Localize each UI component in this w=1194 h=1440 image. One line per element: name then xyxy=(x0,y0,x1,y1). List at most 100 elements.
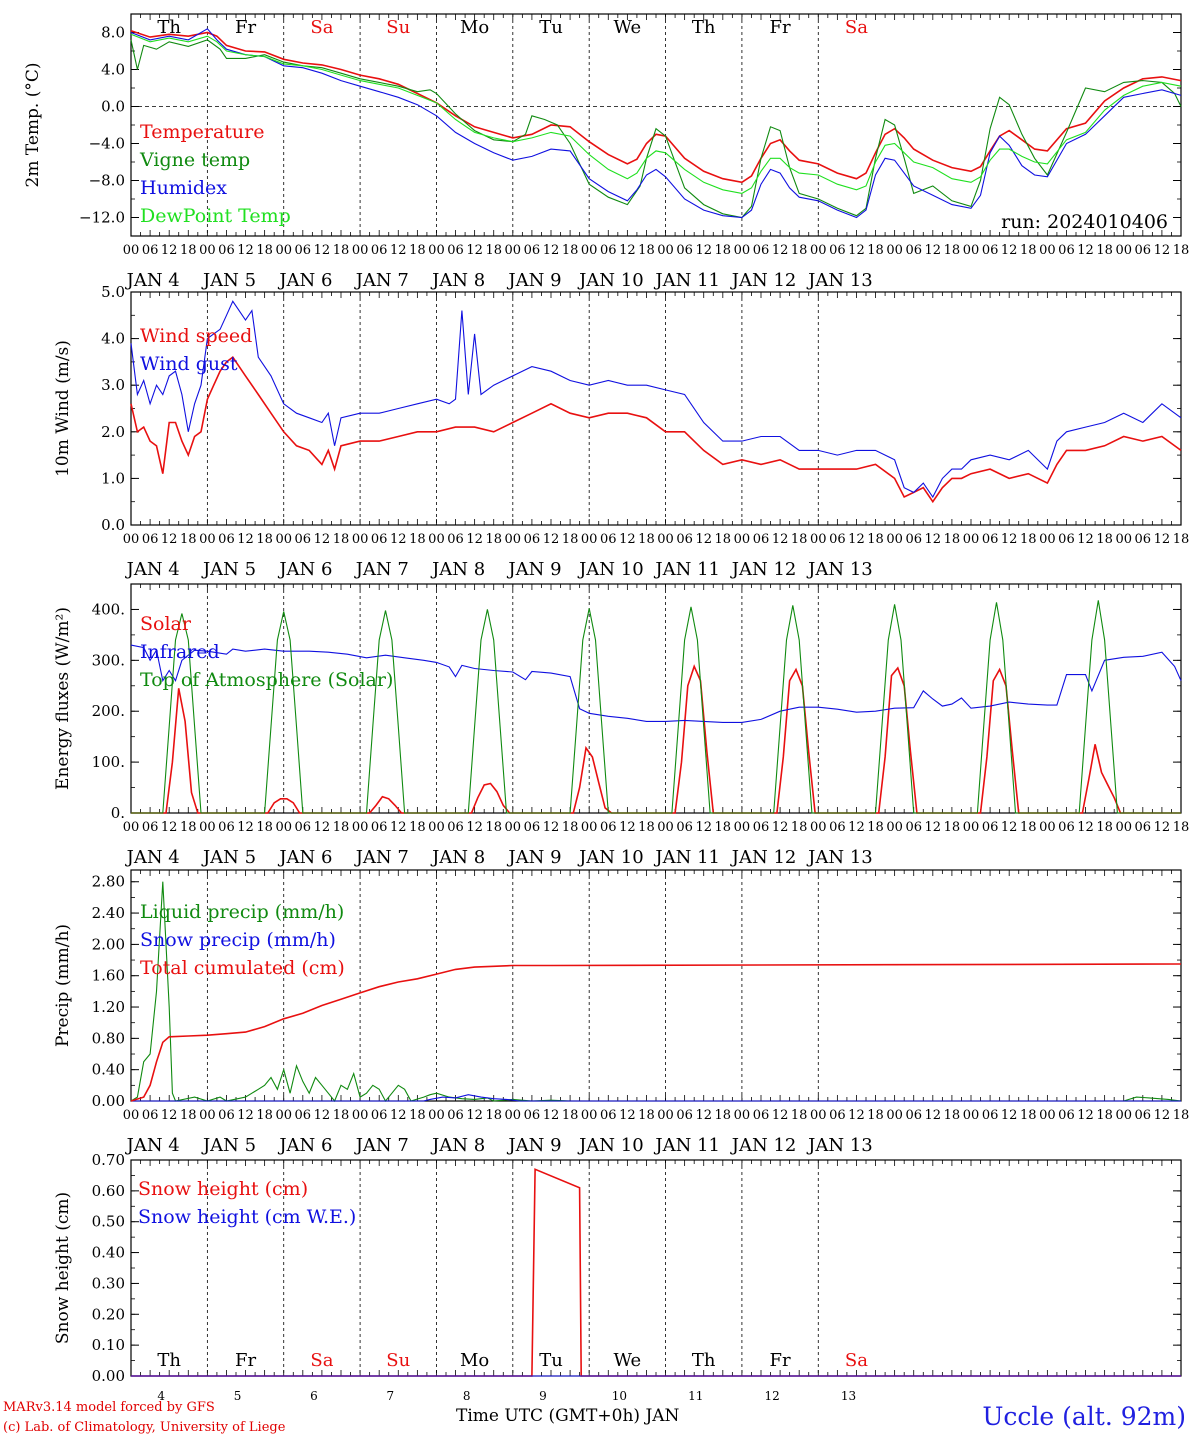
date-label: JAN 13 xyxy=(806,847,873,868)
hour-tick-label: 18 xyxy=(1173,243,1190,258)
hour-tick-label: 06 xyxy=(829,820,846,835)
date-label: JAN 9 xyxy=(506,847,561,868)
hour-tick-label: 00 xyxy=(1115,243,1132,258)
hour-tick-label: 12 xyxy=(314,820,331,835)
legend-solar: Solar xyxy=(140,613,192,635)
hour-tick-label: 12 xyxy=(772,532,789,547)
hour-tick-label: 06 xyxy=(905,243,922,258)
hour-tick-label: 12 xyxy=(237,1108,254,1123)
hour-tick-label: 18 xyxy=(715,820,732,835)
hour-tick-label: 18 xyxy=(333,820,350,835)
hour-tick-label: 18 xyxy=(1020,820,1037,835)
hour-tick-label: 06 xyxy=(524,532,541,547)
hour-tick-label: 06 xyxy=(295,1108,312,1123)
hour-tick-label: 12 xyxy=(466,243,483,258)
y-tick-label: 0.00 xyxy=(92,1367,125,1385)
date-label: JAN 7 xyxy=(354,270,409,291)
legend-snow-height-cm-: Snow height (cm) xyxy=(138,1178,308,1200)
day-of-week-label: Tu xyxy=(539,17,563,38)
hour-tick-label: 12 xyxy=(237,532,254,547)
hour-tick-label: 06 xyxy=(142,532,159,547)
y-tick-label: 0.20 xyxy=(92,1305,125,1323)
y-tick-label: −4.0 xyxy=(89,135,125,153)
hour-tick-label: 18 xyxy=(638,243,655,258)
day-of-week-label: Th xyxy=(157,1350,181,1371)
location-label: Uccle (alt. 92m) xyxy=(982,1402,1186,1431)
hour-tick-label: 18 xyxy=(409,243,426,258)
hour-tick-label: 06 xyxy=(218,1108,235,1123)
series-line-infrared xyxy=(130,644,1182,723)
day-of-week-label: Sa xyxy=(845,1350,868,1371)
hour-tick-label: 00 xyxy=(734,243,751,258)
day-number-label: 10 xyxy=(612,1389,627,1403)
y-tick-label: 2.80 xyxy=(92,873,125,891)
y-tick-label: 5.0 xyxy=(101,283,125,301)
hour-tick-label: 06 xyxy=(753,243,770,258)
hour-tick-label: 18 xyxy=(1173,820,1190,835)
hour-tick-label: 00 xyxy=(581,1108,598,1123)
hour-tick-label: 06 xyxy=(1058,1108,1075,1123)
date-label: JAN 5 xyxy=(201,847,256,868)
hour-tick-label: 06 xyxy=(829,243,846,258)
series-line-snow-precip-mm-h- xyxy=(131,1094,1181,1102)
hour-tick-label: 06 xyxy=(905,532,922,547)
hour-tick-label: 00 xyxy=(428,532,445,547)
hour-tick-label: 06 xyxy=(447,532,464,547)
hour-tick-label: 06 xyxy=(218,820,235,835)
hour-tick-label: 00 xyxy=(886,532,903,547)
hour-tick-label: 06 xyxy=(371,243,388,258)
day-of-week-label: Tu xyxy=(539,1350,563,1371)
hour-tick-label: 12 xyxy=(695,243,712,258)
date-label: JAN 6 xyxy=(277,559,332,580)
hour-tick-label: 12 xyxy=(1154,820,1171,835)
date-label: JAN 4 xyxy=(125,559,180,580)
hour-tick-label: 12 xyxy=(848,820,865,835)
y-tick-label: 1.0 xyxy=(101,469,125,487)
hour-tick-label: 18 xyxy=(944,1108,961,1123)
hour-tick-label: 18 xyxy=(409,1108,426,1123)
hour-tick-label: 06 xyxy=(753,1108,770,1123)
hour-tick-label: 06 xyxy=(142,1108,159,1123)
hour-tick-label: 12 xyxy=(1077,532,1094,547)
date-label: JAN 8 xyxy=(430,1135,485,1156)
y-tick-label: 0.00 xyxy=(92,1092,125,1110)
hour-tick-label: 00 xyxy=(428,820,445,835)
hour-tick-label: 06 xyxy=(142,820,159,835)
hour-tick-label: 12 xyxy=(1077,1108,1094,1123)
hour-tick-label: 06 xyxy=(1135,532,1152,547)
hour-tick-label: 12 xyxy=(772,1108,789,1123)
legend-dewpoint-temp: DewPoint Temp xyxy=(140,205,291,227)
day-of-week-label: We xyxy=(614,17,642,38)
series-line-wind-speed xyxy=(130,356,1182,504)
hour-tick-label: 00 xyxy=(505,820,522,835)
date-label: JAN 4 xyxy=(125,847,180,868)
y-tick-label: 8.0 xyxy=(101,24,125,42)
y-tick-label: 1.20 xyxy=(92,998,125,1016)
y-axis-label: 2m Temp. (°C) xyxy=(23,62,43,187)
hour-tick-label: 06 xyxy=(905,820,922,835)
hour-tick-label: 12 xyxy=(314,1108,331,1123)
hour-tick-label: 12 xyxy=(695,1108,712,1123)
date-label: JAN 10 xyxy=(577,270,644,291)
hour-tick-label: 12 xyxy=(695,532,712,547)
y-tick-label: 300. xyxy=(92,651,125,669)
hour-tick-label: 12 xyxy=(925,532,942,547)
lab-credit: (c) Lab. of Climatology, University of L… xyxy=(3,1420,286,1435)
hour-tick-label: 00 xyxy=(1039,1108,1056,1123)
hour-tick-label: 00 xyxy=(1115,1108,1132,1123)
hour-tick-label: 06 xyxy=(447,1108,464,1123)
hour-tick-label: 00 xyxy=(734,820,751,835)
hour-tick-label: 18 xyxy=(944,532,961,547)
series-line-total-cumulated-cm- xyxy=(130,963,1182,1102)
date-label: JAN 11 xyxy=(653,1135,720,1156)
hour-tick-label: 18 xyxy=(333,1108,350,1123)
hour-tick-label: 18 xyxy=(1096,820,1113,835)
y-tick-label: −8.0 xyxy=(89,172,125,190)
legend-humidex: Humidex xyxy=(140,177,227,199)
hour-tick-label: 00 xyxy=(581,532,598,547)
hour-tick-label: 00 xyxy=(275,532,292,547)
hour-tick-label: 12 xyxy=(619,532,636,547)
day-number-label: 5 xyxy=(234,1389,242,1403)
hour-tick-label: 18 xyxy=(562,532,579,547)
hour-tick-label: 00 xyxy=(963,820,980,835)
